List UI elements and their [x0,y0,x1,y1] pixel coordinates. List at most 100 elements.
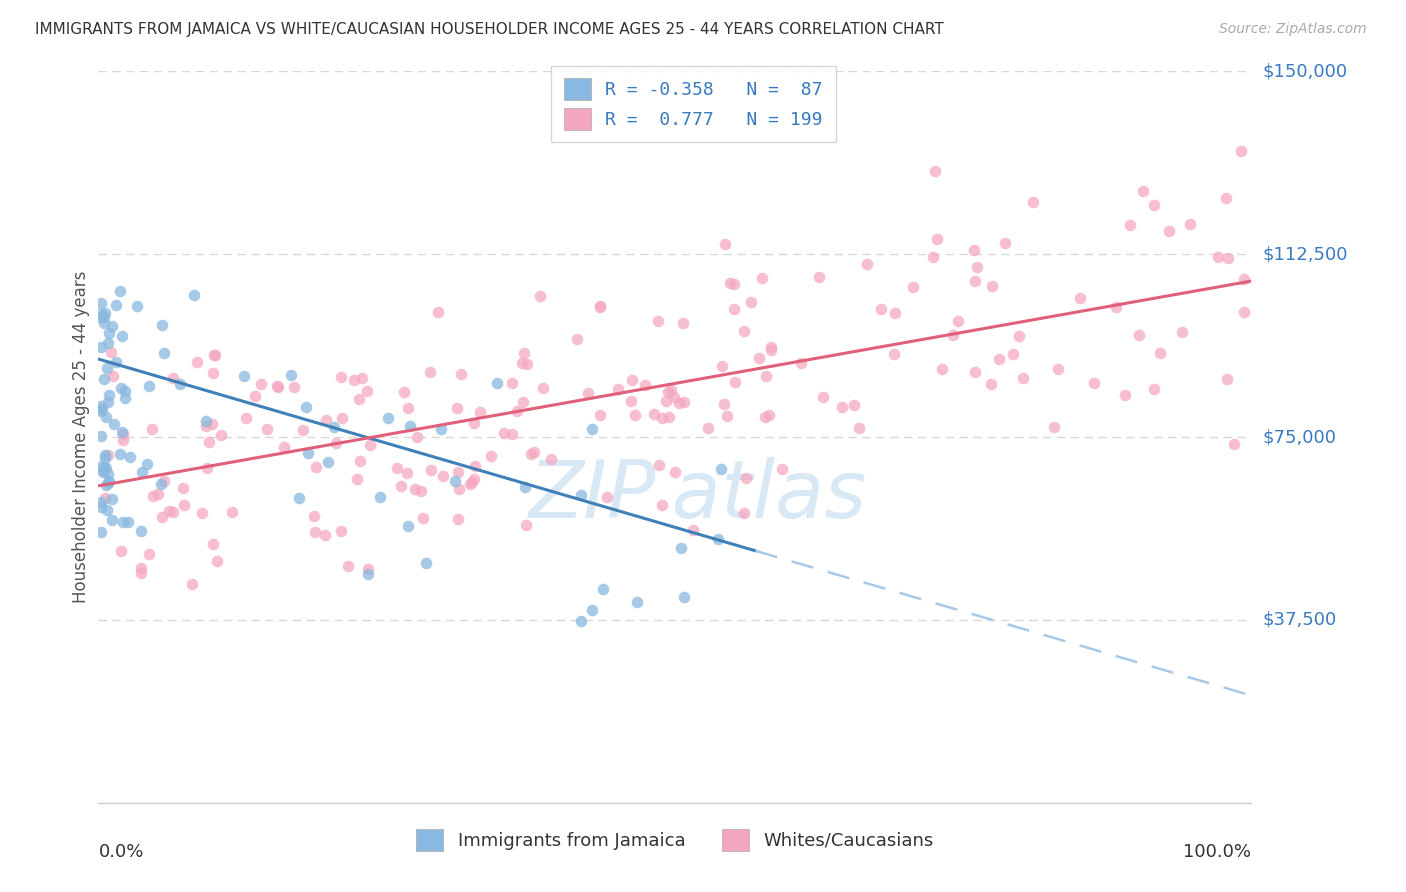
Point [337,559,360,574]
Point [97,448,120,462]
Point [1069,291,1091,305]
Point [654,394,676,409]
Point [114,384,136,398]
Point [101,318,124,333]
Point [501,426,523,441]
Point [356,384,378,398]
Point [291,423,314,437]
Point [94,478,117,492]
Point [461,475,484,490]
Point [256,422,278,436]
Point [755,368,778,383]
Point [146,487,169,501]
Point [90,307,112,321]
Point [233,368,256,383]
Point [513,345,536,359]
Point [1215,191,1237,205]
Point [770,462,793,476]
Point [396,401,419,415]
Point [349,454,371,468]
Point [129,566,152,581]
Point [221,505,243,519]
Point [510,356,533,370]
Point [948,314,970,328]
Point [682,523,704,537]
Point [1233,305,1256,319]
Point [901,280,924,294]
Point [1149,346,1171,360]
Point [94,448,117,462]
Point [669,541,692,555]
Point [150,509,173,524]
Point [432,469,454,483]
Point [426,305,449,319]
Point [831,400,853,414]
Point [733,506,755,520]
Point [1128,327,1150,342]
Point [620,373,643,387]
Point [202,366,225,380]
Point [589,300,612,314]
Point [506,404,529,418]
Point [96,410,118,425]
Point [195,414,218,428]
Point [856,257,879,271]
Point [195,418,218,433]
Point [759,343,782,357]
Point [464,459,486,474]
Point [315,412,337,426]
Point [287,491,309,505]
Point [127,299,149,313]
Point [330,524,353,538]
Point [117,515,139,529]
Point [111,328,134,343]
Point [589,299,612,313]
Text: $37,500: $37,500 [1263,611,1337,629]
Point [531,381,554,395]
Text: 0.0%: 0.0% [98,843,143,861]
Point [1042,420,1064,434]
Point [664,465,686,479]
Point [980,278,1002,293]
Point [330,411,353,425]
Point [1083,376,1105,390]
Point [447,482,470,496]
Point [581,422,603,436]
Point [201,417,224,431]
Point [468,404,491,418]
Point [129,561,152,575]
Point [389,479,412,493]
Point [925,232,948,246]
Point [150,476,173,491]
Point [733,325,755,339]
Point [90,400,112,414]
Point [138,547,160,561]
Point [100,345,122,359]
Point [297,446,319,460]
Point [91,465,114,479]
Point [202,537,225,551]
Point [883,346,905,360]
Point [1230,144,1253,158]
Point [740,294,762,309]
Point [1223,437,1246,451]
Point [713,397,735,411]
Point [569,614,592,628]
Point [97,467,120,481]
Point [942,328,965,343]
Point [357,561,380,575]
Point [108,447,131,461]
Point [443,474,465,488]
Point [162,505,184,519]
Point [415,556,437,570]
Point [651,498,673,512]
Point [357,566,380,581]
Point [759,340,782,354]
Point [1233,272,1256,286]
Point [111,425,134,439]
Point [987,352,1010,367]
Point [96,461,118,475]
Point [96,360,118,375]
Point [352,370,374,384]
Point [172,481,194,495]
